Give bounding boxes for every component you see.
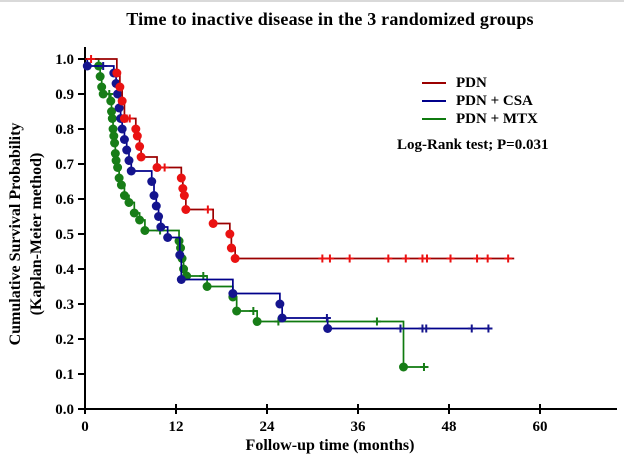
legend-swatch-pdn [422,82,446,84]
svg-text:60: 60 [533,419,548,435]
x-axis-label: Follow-up time (months) [245,437,415,454]
svg-text:1.0: 1.0 [55,52,74,68]
legend-swatch-pdn-csa [422,100,446,102]
svg-text:0.7: 0.7 [55,157,74,173]
svg-text:24: 24 [260,419,276,435]
svg-text:12: 12 [169,419,184,435]
legend-row-pdn-mtx: PDN + MTX [422,110,538,128]
logrank-annotation: Log-Rank test; P=0.031 [397,137,549,153]
legend-label-pdn-mtx: PDN + MTX [456,110,538,127]
svg-text:0.2: 0.2 [55,332,74,348]
svg-text:0.6: 0.6 [55,192,74,208]
legend-label-pdn-csa: PDN + CSA [456,92,533,109]
svg-text:0.5: 0.5 [55,227,74,243]
chart-legend: PDN PDN + CSA PDN + MTX [422,74,538,128]
legend-label-pdn: PDN [456,74,487,91]
legend-row-pdn-csa: PDN + CSA [422,92,538,110]
legend-swatch-pdn-mtx [422,118,446,120]
legend-row-pdn: PDN [422,74,538,92]
chart-title: Time to inactive disease in the 3 random… [126,9,534,29]
svg-text:0.0: 0.0 [55,402,74,418]
svg-text:0.8: 0.8 [55,122,74,138]
svg-text:0.3: 0.3 [55,297,74,313]
svg-text:0.9: 0.9 [55,87,74,103]
svg-text:36: 36 [351,419,367,435]
svg-text:48: 48 [442,419,457,435]
svg-text:0.1: 0.1 [55,367,74,383]
svg-text:0.4: 0.4 [55,262,74,278]
svg-text:0: 0 [81,419,89,435]
